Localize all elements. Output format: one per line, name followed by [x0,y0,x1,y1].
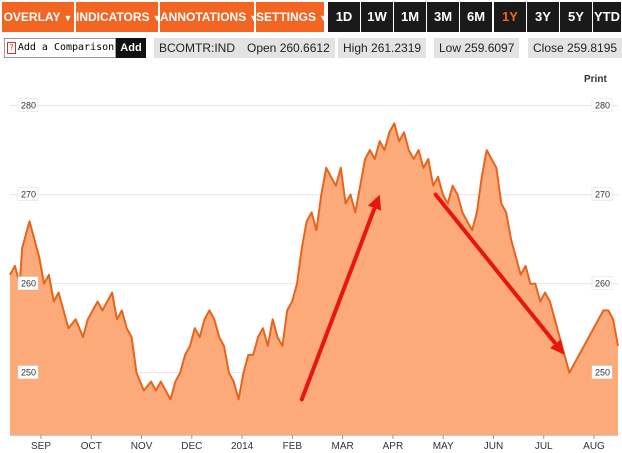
range-1m-button[interactable]: 1M [394,2,426,32]
series-area [10,123,618,436]
indicators-menu-button[interactable]: INDICATORS ▼ [76,2,161,32]
x-tick-label: JUL [535,441,553,452]
toolbar: OVERLAY ▼ INDICATORS ▼ ANNOTATIONS ▼ SETTIN… [0,0,622,34]
print-link[interactable]: Print [584,74,607,85]
low-value: Low 259.6097 [434,38,520,58]
x-tick-label: APR [383,441,404,452]
range-6m-button[interactable]: 6M [460,2,492,32]
settings-menu-button[interactable]: SETTINGS ▼ [256,2,328,32]
range-ytd-button[interactable]: YTD [593,2,621,32]
y-tick-label-box [591,276,613,290]
y-tick-label-left: 280 [21,101,36,111]
help-icon[interactable]: ? [7,42,16,54]
y-tick-label-right: 270 [595,190,610,200]
chevron-down-icon: ▼ [63,13,73,23]
x-tick-label: AUG [583,441,605,452]
settings-menu-label: SETTINGS [256,10,317,24]
y-tick-label-right: 280 [595,101,610,111]
range-1w-button[interactable]: 1W [361,2,393,32]
range-3m-button[interactable]: 3M [427,2,459,32]
y-tick-label-left: 250 [21,368,36,378]
annotation-arrow-head [368,194,382,211]
indicators-menu-label: INDICATORS [76,10,150,24]
x-tick-label: NOV [131,441,153,452]
x-tick-label: SEP [31,441,51,452]
range-1y-button[interactable]: 1Y [494,2,526,32]
x-tick-label: FEB [283,441,303,452]
x-tick-label: MAY [433,441,454,452]
comparison-input[interactable]: ? Add a Comparison [4,38,116,58]
x-tick-label: 2014 [231,441,254,452]
overlay-menu-button[interactable]: OVERLAY ▼ [2,2,74,32]
comparison-placeholder: Add a Comparison [17,42,115,53]
overlay-menu-label: OVERLAY [3,10,61,24]
range-1d-button[interactable]: 1D [328,2,360,32]
chevron-down-icon: ▼ [249,13,259,23]
chevron-down-icon: ▼ [152,13,162,23]
x-tick-label: MAR [332,441,354,452]
add-comparison-button[interactable]: Add [116,38,146,58]
chevron-down-icon: ▼ [319,13,328,23]
info-bar: ? Add a Comparison Add BCOMTR:IND Open 26… [0,36,622,60]
y-tick-label-right: 250 [595,368,610,378]
y-tick-label-right: 260 [595,279,610,289]
high-value: High 261.2319 [338,38,427,58]
annotations-menu-label: ANNOTATIONS [160,10,247,24]
x-tick-label: DEC [181,441,202,452]
y-tick-label-box [591,187,613,201]
price-chart: 250 250 260 260 270 270 280 280 SEP OCT NOV DEC 2014… [9,98,619,452]
annotation-arrow-shaft [433,192,557,345]
range-3y-button[interactable]: 3Y [527,2,559,32]
series-line [9,122,619,401]
y-tick-label-box [17,365,39,379]
annotation-arrow-head [550,339,565,355]
y-tick-label-left: 260 [21,279,36,289]
y-tick-label-box [17,276,39,290]
x-tick-label: OCT [81,441,102,452]
range-5y-button[interactable]: 5Y [560,2,592,32]
y-tick-label-box [591,365,613,379]
open-value: Open 260.6612 [242,38,335,58]
x-tick-label: JUN [484,441,503,452]
y-tick-label-box [591,98,613,112]
y-tick-label-left: 270 [21,190,36,200]
y-tick-label-box [17,187,39,201]
annotations-menu-button[interactable]: ANNOTATIONS ▼ [160,2,258,32]
ticker-label: BCOMTR:IND [154,38,244,58]
annotation-arrow-shaft [299,207,376,402]
y-tick-label-box [17,98,39,112]
close-value: Close 259.8195 [528,38,622,58]
